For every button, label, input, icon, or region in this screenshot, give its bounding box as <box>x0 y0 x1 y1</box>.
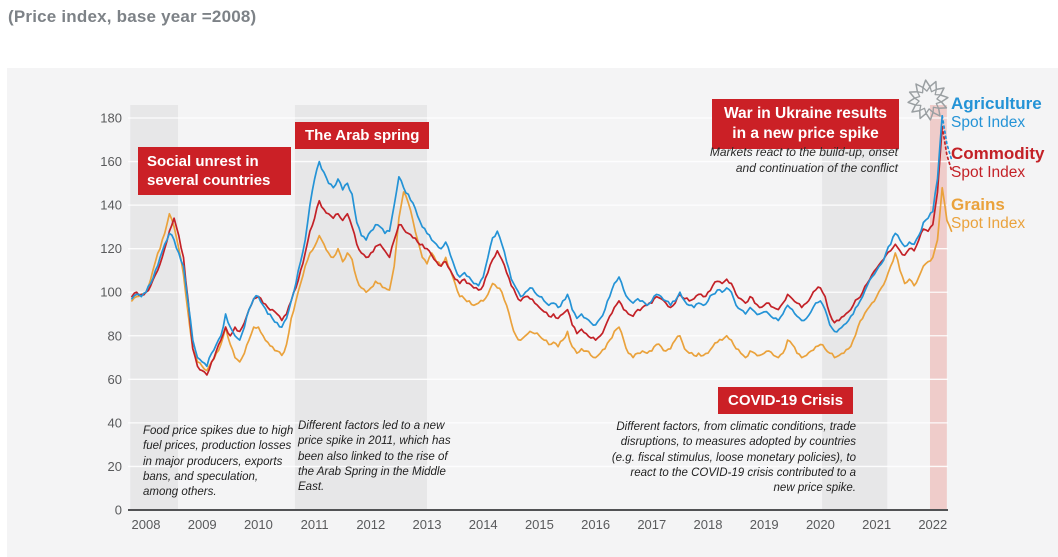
annotation-ukraine-war: War in Ukraine results in a new price sp… <box>712 99 899 149</box>
x-tick-label: 2020 <box>806 517 835 532</box>
x-tick-label: 2018 <box>694 517 723 532</box>
x-tick-label: 2019 <box>750 517 779 532</box>
legend-sublabel-agriculture: Spot Index <box>951 114 1026 132</box>
legend-label-grains: Grains <box>951 194 1005 214</box>
covid-band <box>822 105 888 510</box>
y-tick-label: 0 <box>115 503 122 518</box>
series-line-commodity-spot-index <box>131 125 944 376</box>
note-covid-crisis: Different factors, from climatic conditi… <box>611 421 856 495</box>
explosion-icon-inner <box>913 85 943 115</box>
annotation-arab-spring: The Arab spring <box>295 122 430 150</box>
legend-label-commodity: Commodity <box>951 144 1045 164</box>
legend-item-commodity: Commodity Spot Index <box>951 144 1057 182</box>
note-ukraine-war: Markets react to the build-up, onset and… <box>709 145 898 175</box>
note-arab-spring: Different factors led to a new price spi… <box>298 420 451 494</box>
x-tick-label: 2014 <box>469 517 498 532</box>
x-tick-label: 2010 <box>244 517 273 532</box>
series-line-dotted-commodity-spot-index <box>941 125 953 172</box>
x-tick-label: 2022 <box>918 517 947 532</box>
y-tick-label: 140 <box>100 198 122 213</box>
x-tick-label: 2015 <box>525 517 554 532</box>
explosion-icon <box>907 79 949 121</box>
y-tick-label: 120 <box>100 241 122 256</box>
x-tick-label: 2013 <box>413 517 442 532</box>
series-line-agriculture-spot-index <box>131 114 944 368</box>
series-line-dotted-agriculture-spot-index <box>941 114 953 161</box>
x-tick-label: 2011 <box>301 517 329 532</box>
legend-sublabel-commodity: Spot Index <box>951 164 1026 182</box>
x-tick-label: 2021 <box>862 517 891 532</box>
y-tick-label: 40 <box>108 415 122 430</box>
series-line-grains-spot-index <box>131 186 953 372</box>
legend: Agriculture Spot Index Commodity Spot In… <box>951 94 1057 245</box>
y-tick-label: 100 <box>100 285 122 300</box>
annotation-social-unrest: Social unrest in several countries <box>138 147 291 196</box>
x-tick-label: 2008 <box>132 517 161 532</box>
note-food-price-spikes: Food price spikes due to high fuel price… <box>143 425 294 499</box>
page-title: (Price index, base year =2008) <box>8 7 257 26</box>
legend-sublabel-grains: Spot Index <box>951 214 1026 232</box>
y-tick-label: 80 <box>108 328 122 343</box>
x-tick-label: 2012 <box>356 517 385 532</box>
y-tick-label: 20 <box>108 459 122 474</box>
x-tick-label: 2017 <box>637 517 666 532</box>
y-tick-label: 180 <box>100 111 122 126</box>
legend-item-agriculture: Agriculture Spot Index <box>951 94 1057 132</box>
x-tick-label: 2009 <box>188 517 217 532</box>
legend-label-agriculture: Agriculture <box>951 94 1042 113</box>
y-tick-label: 160 <box>100 154 122 169</box>
y-tick-label: 60 <box>108 372 122 387</box>
x-tick-label: 2016 <box>581 517 610 532</box>
legend-item-grains: Grains Spot Index <box>951 195 1057 233</box>
annotation-covid-crisis: COVID-19 Crisis <box>718 387 854 415</box>
